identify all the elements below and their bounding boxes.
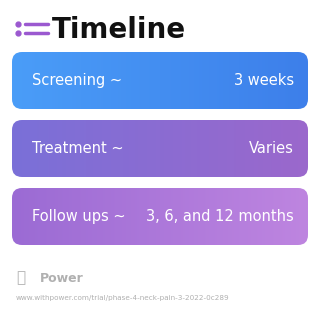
Text: 3 weeks: 3 weeks <box>234 73 294 88</box>
Text: www.withpower.com/trial/phase-4-neck-pain-3-2022-0c289: www.withpower.com/trial/phase-4-neck-pai… <box>16 295 230 301</box>
Text: Follow ups ~: Follow ups ~ <box>32 209 126 224</box>
Text: Screening ~: Screening ~ <box>32 73 122 88</box>
Text: ⛨: ⛨ <box>16 270 25 285</box>
Text: Timeline: Timeline <box>52 16 186 44</box>
Text: Treatment ~: Treatment ~ <box>32 141 124 156</box>
Text: 3, 6, and 12 months: 3, 6, and 12 months <box>146 209 294 224</box>
Text: Varies: Varies <box>249 141 294 156</box>
Text: Power: Power <box>40 271 84 284</box>
